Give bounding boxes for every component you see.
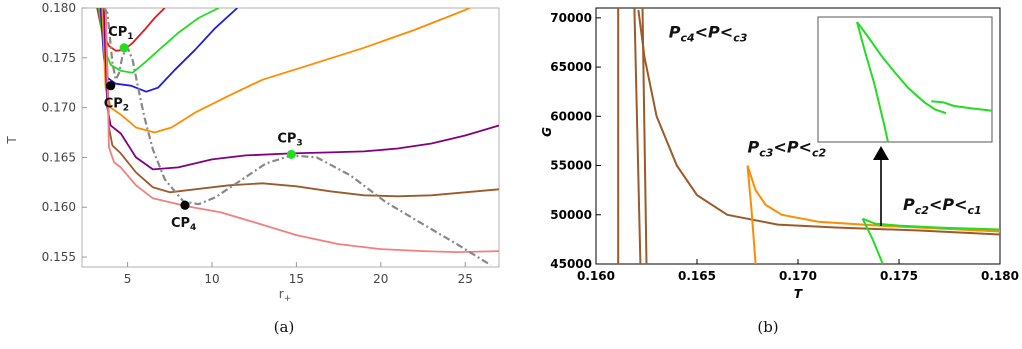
critical-point-label: CP2 <box>104 97 129 114</box>
panel-a-series-line <box>103 8 499 171</box>
panel-b-ytick-label: 55000 <box>550 159 592 173</box>
panel-b-xtick-label: 0.160 <box>577 269 615 283</box>
panel-a-xtick-label: 10 <box>204 272 219 286</box>
panel-a-xtick-label: 25 <box>458 272 473 286</box>
panel-a-series-line <box>102 8 492 266</box>
panel-b-ytick-label: 60000 <box>550 109 592 123</box>
panel-b-ytick-label: 65000 <box>550 60 592 74</box>
panel-a-ytick-label: 0.170 <box>42 101 76 115</box>
critical-point-marker <box>119 43 129 53</box>
panel-a-ytick-label: 0.180 <box>42 1 76 15</box>
panel-b-series-line <box>861 218 884 264</box>
inset-arrow-head <box>873 146 889 160</box>
critical-point-marker <box>106 81 116 91</box>
critical-point-label: CP4 <box>171 216 196 233</box>
panel-a-xlabel: r+ <box>279 287 291 304</box>
inset-series-line <box>931 100 993 112</box>
panel-b-ytick-label: 70000 <box>550 11 592 25</box>
panel-b-ylabel: G <box>540 127 554 137</box>
critical-point-marker <box>286 149 296 160</box>
panel-a-frame <box>81 7 500 268</box>
panel-b-ytick-label: 45000 <box>550 257 592 271</box>
panel-a-xtick-label: 5 <box>124 272 132 286</box>
pressure-range-label: Pc3<P<c2 <box>748 138 827 160</box>
critical-point-label: CP3 <box>277 131 302 148</box>
panel-b-ytick-label: 50000 <box>550 208 592 222</box>
panel-a-ylabel: T <box>5 136 19 145</box>
panel-b-xtick-label: 0.170 <box>779 269 817 283</box>
panel-b-series-line <box>746 165 1000 233</box>
panel-b-caption: (b) <box>757 318 778 336</box>
panel-a-ytick-label: 0.175 <box>42 51 76 65</box>
panel-b-xtick-label: 0.180 <box>981 269 1019 283</box>
panel-a-series-line <box>104 8 499 198</box>
pressure-range-label: Pc4<P<c3 <box>669 23 748 45</box>
critical-point-label: CP1 <box>108 25 133 42</box>
panel-a-series-line <box>101 8 472 134</box>
panel-a-xtick-label: 15 <box>289 272 304 286</box>
panel-a-series-line <box>98 8 220 74</box>
inset-frame <box>817 16 993 143</box>
panel-a-ytick-label: 0.160 <box>42 200 76 214</box>
inset-series-line <box>856 21 947 115</box>
panel-b-series-line <box>862 217 1000 231</box>
panel-a-ytick-label: 0.165 <box>42 150 76 164</box>
panel-a-xtick-label: 20 <box>373 272 388 286</box>
panel-b-series-line <box>637 9 1000 236</box>
panel-a-caption: (a) <box>274 318 295 336</box>
critical-point-marker <box>180 200 190 210</box>
panel-b-series-line <box>746 165 757 264</box>
inset-series-line <box>856 21 889 143</box>
panel-b-xlabel: T <box>794 287 803 301</box>
panel-b-xtick-label: 0.175 <box>880 269 918 283</box>
panel-b-series-line <box>633 8 642 264</box>
panel-b-xtick-label: 0.165 <box>678 269 716 283</box>
panel-a-ytick-label: 0.155 <box>42 250 76 264</box>
panel-a-series-line <box>104 8 499 253</box>
pressure-range-label: Pc2<P<c1 <box>903 195 982 217</box>
